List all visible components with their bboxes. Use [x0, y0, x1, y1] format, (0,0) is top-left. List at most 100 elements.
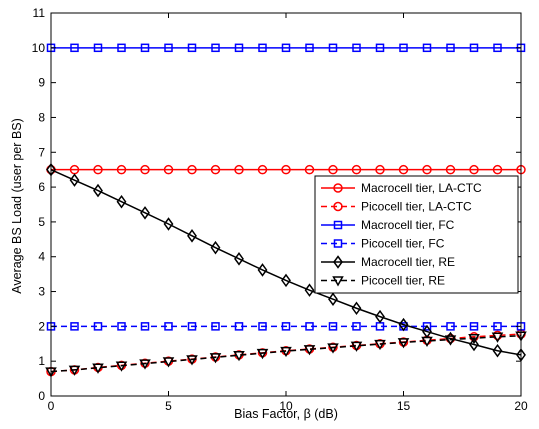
legend-label: Macrocell tier, LA-CTC [361, 181, 482, 195]
x-tick-label: 15 [397, 399, 411, 413]
data-point [446, 322, 455, 331]
axes: 0 5 10 15 20 0 1 2 3 4 5 6 7 8 9 10 11 [32, 6, 528, 413]
data-point [305, 322, 314, 331]
data-point [399, 43, 408, 53]
data-point [186, 355, 198, 366]
data-point [303, 345, 316, 356]
data-point [140, 164, 150, 175]
y-tick-label: 5 [38, 215, 45, 229]
legend-entry: Macrocell tier, FC [321, 218, 455, 232]
x-tick-label: 20 [514, 399, 528, 413]
series-line [50, 168, 522, 356]
series-2 [46, 43, 526, 53]
data-point [210, 240, 221, 255]
data-point [187, 229, 197, 243]
data-point [422, 43, 432, 53]
data-point [422, 164, 432, 175]
data-point [398, 164, 409, 175]
data-point [93, 322, 103, 331]
data-point [116, 164, 127, 175]
data-point [397, 338, 410, 349]
y-tick-label: 0 [38, 389, 45, 403]
data-point [140, 43, 150, 53]
data-point [328, 292, 338, 306]
data-point [258, 43, 267, 53]
data-point [352, 43, 361, 53]
data-point [139, 359, 151, 370]
data-point [445, 164, 456, 175]
data-point [256, 348, 269, 360]
data-point [469, 337, 479, 352]
data-point [328, 322, 338, 331]
data-point [187, 43, 197, 53]
legend-marker [333, 201, 343, 212]
data-point [398, 317, 409, 332]
data-point [422, 322, 432, 331]
data-point [491, 332, 504, 343]
y-tick-label: 9 [38, 76, 45, 90]
data-point [187, 164, 197, 175]
data-point [162, 357, 175, 368]
data-point [187, 322, 197, 331]
data-point [351, 301, 362, 316]
data-point [117, 43, 126, 53]
data-point [209, 353, 222, 364]
legend-entry: Macrocell tier, LA-CTC [321, 181, 482, 195]
y-tick-label: 2 [38, 319, 45, 333]
data-point [70, 43, 79, 53]
legend-marker [333, 255, 343, 269]
data-point [421, 336, 433, 348]
series-3 [46, 322, 526, 331]
data-point [281, 322, 291, 331]
plot-area [45, 43, 527, 378]
data-point [351, 164, 362, 175]
data-point [352, 322, 361, 331]
legend-entry: Picocell tier, RE [321, 274, 445, 288]
data-point [444, 335, 457, 346]
legend-marker [333, 220, 343, 230]
series-5 [45, 331, 527, 378]
data-point [116, 194, 127, 209]
data-point [469, 322, 479, 331]
data-point [493, 43, 502, 53]
data-point [234, 164, 244, 175]
data-point [117, 322, 126, 331]
data-point [305, 43, 314, 53]
x-tick-label: 10 [279, 399, 293, 413]
data-point [234, 252, 244, 266]
legend-marker [333, 183, 343, 193]
data-point [493, 322, 502, 331]
y-axis-label: Average BS Load (user per BS) [10, 118, 24, 294]
legend-entry: Macrocell tier, RE [321, 255, 455, 269]
legend-label: Picocell tier, FC [361, 237, 445, 251]
data-point [93, 43, 103, 53]
data-point [163, 217, 174, 231]
data-point [328, 43, 338, 53]
legend-entry: Picocell tier, LA-CTC [321, 200, 472, 214]
x-tick-label: 0 [48, 399, 55, 413]
data-point [70, 322, 79, 331]
data-point [233, 351, 245, 362]
data-point [281, 43, 291, 53]
data-point [164, 43, 173, 53]
legend-label: Picocell tier, RE [361, 274, 445, 288]
data-point [304, 283, 315, 297]
legend-box [314, 175, 519, 294]
data-point [257, 263, 268, 277]
y-tick-label: 3 [38, 285, 45, 299]
data-point [469, 164, 479, 175]
series-line [50, 335, 522, 373]
data-point [328, 164, 338, 175]
y-tick-label: 1 [38, 354, 45, 368]
data-point [92, 363, 104, 374]
data-point [469, 43, 479, 53]
y-tick-label: 4 [38, 250, 45, 264]
data-point [140, 206, 150, 220]
legend-entry: Picocell tier, FC [321, 237, 445, 251]
data-point [234, 43, 244, 53]
data-point [280, 346, 292, 358]
data-point [68, 365, 81, 376]
legend-label: Picocell tier, LA-CTC [361, 200, 472, 214]
data-point [140, 322, 150, 331]
